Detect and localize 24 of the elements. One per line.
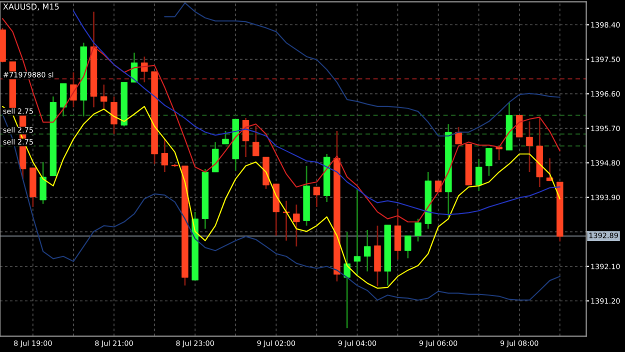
- candlestick: [364, 229, 371, 272]
- candlestick: [110, 96, 118, 135]
- candlestick: [60, 82, 67, 118]
- candlestick: [313, 186, 320, 208]
- candlestick: [354, 188, 361, 276]
- candlestick: [414, 218, 422, 242]
- chart-title: XAUUSD, M15: [3, 4, 59, 10]
- candlestick: [526, 120, 533, 173]
- candlestick: [40, 161, 46, 205]
- candlestick: [212, 141, 219, 173]
- candlestick: [486, 148, 492, 177]
- candlestick: [475, 158, 482, 192]
- candlestick: [100, 84, 108, 110]
- candlestick: [222, 130, 229, 145]
- line-series: [72, 10, 560, 216]
- candlestick: [252, 125, 260, 157]
- candlestick: [496, 146, 502, 161]
- candlestick: [404, 234, 412, 260]
- candlestick: [344, 231, 350, 329]
- candlestick: [161, 138, 168, 173]
- candlestick: [516, 114, 523, 138]
- candlestick: [455, 126, 462, 145]
- candlestick: [293, 204, 300, 248]
- candlestick: [282, 200, 290, 242]
